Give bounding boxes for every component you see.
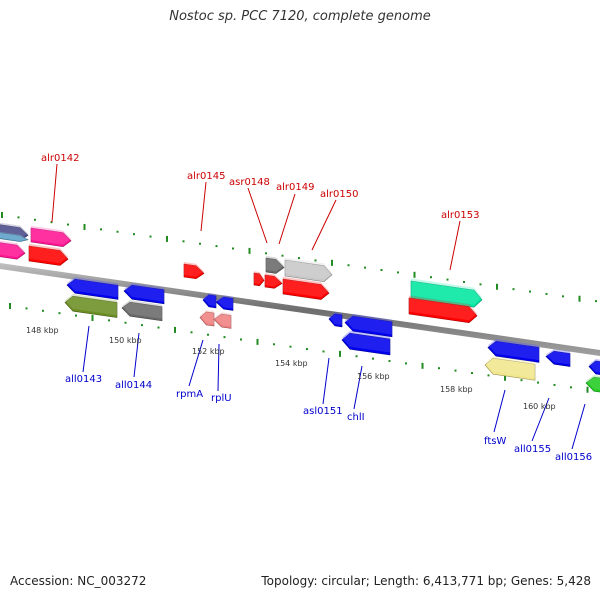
gene-asr0148[interactable]	[253, 271, 265, 287]
gene-alr0141b[interactable]	[0, 231, 29, 242]
leader-ftsW	[493, 389, 506, 433]
track-ticks	[1, 212, 597, 393]
leader-all0155	[531, 397, 550, 442]
leader-all0144	[133, 332, 140, 378]
kbp-label: 154 kbp	[275, 359, 308, 368]
gene-all0155[interactable]	[545, 349, 571, 367]
gene-label-alr0149[interactable]: alr0149	[276, 182, 314, 193]
leader-asr0148	[247, 187, 268, 244]
gene-label-all0143[interactable]: all0143	[65, 374, 102, 385]
gene-label-alr0145[interactable]: alr0145	[187, 171, 225, 182]
gene-alr0150b[interactable]	[282, 276, 330, 300]
leader-alr0145	[200, 181, 207, 232]
gene-all0144b[interactable]	[121, 300, 163, 322]
kbp-scale: 148 kbp 150 kbp 152 kbp 154 kbp 156 kbp …	[26, 326, 556, 411]
gene-label-asl0151[interactable]: asl0151	[303, 406, 343, 417]
gene-alr0142-ext[interactable]	[0, 240, 26, 260]
gene-all0156-a[interactable]	[588, 359, 600, 375]
reverse-labels: all0143 all0144 rpmA rplU asl0151 chlI f…	[65, 374, 592, 463]
gene-label-all0155[interactable]: all0155	[514, 444, 551, 455]
map-title: Nostoc sp. PCC 7120, complete genome	[169, 9, 431, 24]
gene-label-all0156[interactable]: all0156	[555, 452, 592, 463]
gene-all0156[interactable]	[585, 375, 600, 393]
kbp-label: 158 kbp	[440, 385, 473, 394]
gene-chlI-b[interactable]	[341, 330, 391, 356]
gene-alr0145[interactable]	[183, 262, 205, 280]
gene-features[interactable]	[0, 222, 600, 393]
gene-rplU-a[interactable]	[199, 309, 215, 327]
genome-backbone	[0, 263, 600, 356]
gene-label-rplU[interactable]: rplU	[211, 393, 232, 404]
leader-alr0149	[278, 193, 296, 245]
gene-alr0142b[interactable]	[28, 243, 69, 266]
gene-label-alr0142[interactable]: alr0142	[41, 153, 79, 164]
leader-asl0151	[322, 357, 330, 405]
gene-label-rpmA[interactable]: rpmA	[176, 389, 203, 400]
gene-alr0153[interactable]	[410, 278, 483, 308]
gene-all0143b[interactable]	[64, 293, 118, 318]
kbp-label: 160 kbp	[523, 402, 556, 411]
leader-chlI	[353, 365, 363, 410]
gene-alr0142[interactable]	[30, 225, 72, 247]
kbp-label: 148 kbp	[26, 326, 59, 335]
gene-alr0153b[interactable]	[408, 295, 478, 324]
leader-all0143	[82, 325, 90, 373]
leader-rplU	[217, 343, 220, 392]
gene-ftsW[interactable]	[484, 355, 536, 381]
leader-alr0142	[51, 163, 58, 223]
gene-alr0150[interactable]	[284, 257, 333, 282]
gene-asl0151[interactable]	[328, 312, 343, 328]
gene-chlI[interactable]	[344, 313, 393, 338]
leader-alr0153	[449, 220, 461, 271]
gene-rplU[interactable]	[213, 312, 232, 329]
gene-all0154[interactable]	[487, 338, 540, 363]
gene-label-alr0150[interactable]: alr0150	[320, 189, 358, 200]
forward-labels: alr0142 alr0145 asr0148 alr0149 alr0150 …	[41, 153, 479, 221]
gene-all0143[interactable]	[66, 277, 119, 300]
kbp-label: 156 kbp	[357, 372, 390, 381]
gene-label-ftsW[interactable]: ftsW	[484, 436, 506, 447]
gene-label-all0144[interactable]: all0144	[115, 380, 152, 391]
leader-lines	[51, 163, 586, 450]
leader-alr0150	[311, 199, 337, 251]
gene-asr0148b[interactable]	[264, 273, 283, 289]
gene-alr0149[interactable]	[265, 255, 285, 274]
gene-rpmA-b[interactable]	[215, 295, 234, 311]
accession-text: Accession: NC_003272	[10, 574, 147, 588]
leader-rpmA	[188, 339, 204, 387]
kbp-label: 150 kbp	[109, 336, 142, 345]
gene-label-alr0153[interactable]: alr0153	[441, 210, 479, 221]
gene-label-asr0148[interactable]: asr0148	[229, 177, 270, 188]
leader-all0156	[571, 403, 586, 450]
gene-all0144[interactable]	[123, 283, 165, 305]
gene-label-chlI[interactable]: chlI	[347, 412, 365, 423]
genome-summary-text: Topology: circular; Length: 6,413,771 bp…	[261, 574, 591, 588]
kbp-label: 152 kbp	[192, 347, 225, 356]
